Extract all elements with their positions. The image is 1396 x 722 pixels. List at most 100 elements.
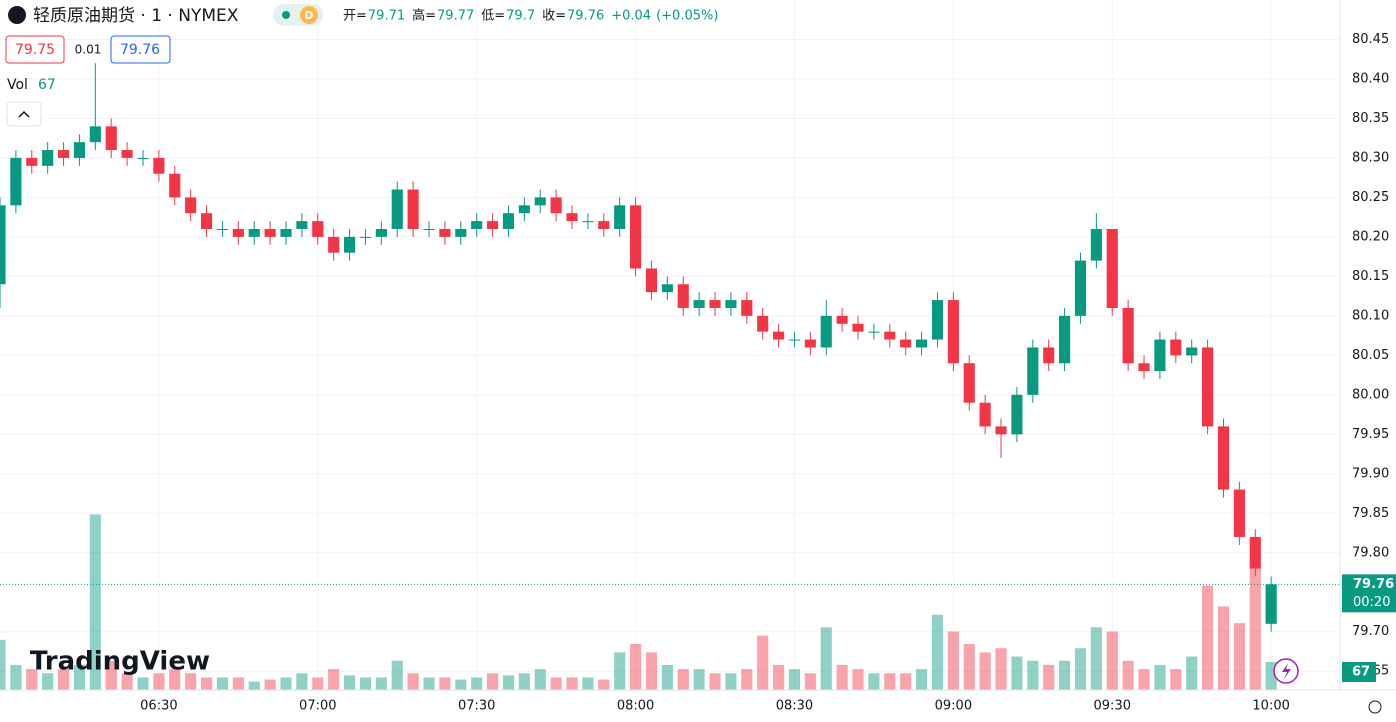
candle-body bbox=[57, 150, 70, 158]
bid-box[interactable] bbox=[5, 35, 65, 64]
candle-body bbox=[566, 213, 578, 222]
volume-bar bbox=[1011, 656, 1023, 690]
ohlc-label: 收= bbox=[542, 9, 566, 24]
volume-bar bbox=[709, 673, 721, 690]
candle-body bbox=[534, 197, 546, 206]
volume-bar bbox=[455, 679, 467, 690]
candle-body bbox=[1170, 339, 1182, 356]
volume-bar bbox=[741, 669, 753, 690]
volume-bar bbox=[820, 627, 832, 690]
volume-bar bbox=[725, 673, 737, 690]
volume-bar bbox=[979, 652, 991, 690]
volume-bar bbox=[296, 673, 308, 690]
volume-bar bbox=[614, 652, 626, 690]
candle-body bbox=[630, 205, 642, 269]
candle-body bbox=[423, 229, 435, 230]
volume-bar bbox=[73, 664, 86, 690]
candle-body bbox=[121, 150, 133, 158]
volume-bar bbox=[1027, 660, 1039, 690]
volume-bar bbox=[995, 648, 1007, 690]
market-dot bbox=[282, 11, 290, 19]
volume-bar bbox=[375, 677, 387, 690]
y-tick-label: 80.45 bbox=[1352, 32, 1389, 47]
candle-body bbox=[487, 221, 499, 229]
volume-bar bbox=[57, 669, 70, 690]
ohlc-value: 79.7 bbox=[506, 9, 535, 24]
volume-bar bbox=[931, 614, 944, 690]
candle-body bbox=[947, 300, 959, 364]
candle-body bbox=[693, 300, 705, 308]
volume-bar bbox=[1233, 623, 1245, 690]
candle-body bbox=[344, 236, 356, 253]
volume-bar bbox=[42, 673, 54, 690]
candle-body bbox=[391, 189, 403, 229]
candle-body bbox=[105, 126, 117, 151]
volume-bar bbox=[312, 677, 324, 690]
ohlc-value: 79.77 bbox=[437, 9, 474, 24]
settings-icon[interactable] bbox=[1368, 700, 1382, 714]
volume-bar bbox=[328, 669, 340, 690]
candle-body bbox=[407, 189, 419, 229]
candle-body bbox=[153, 157, 165, 174]
volume-bar bbox=[1138, 669, 1150, 690]
ask-box[interactable] bbox=[110, 35, 171, 64]
candle-body bbox=[518, 205, 530, 214]
volume-bar bbox=[1249, 564, 1261, 690]
candle-body bbox=[26, 157, 38, 166]
x-tick-label: 07:00 bbox=[299, 699, 336, 714]
volume-bar bbox=[248, 681, 260, 690]
y-tick-label: 80.00 bbox=[1352, 387, 1389, 402]
change-pct: (+0.05%) bbox=[656, 9, 718, 24]
y-tick-label: 79.90 bbox=[1352, 466, 1389, 481]
volume-bar bbox=[121, 673, 133, 690]
symbol-title[interactable]: 轻质原油期货 · 1 · NYMEX bbox=[33, 6, 239, 26]
volume-bar bbox=[137, 677, 149, 690]
candle-body bbox=[757, 315, 769, 332]
spread: 0.01 bbox=[75, 43, 102, 57]
volume-bar bbox=[1170, 669, 1182, 690]
candle-body bbox=[185, 197, 197, 214]
volume-bar bbox=[201, 677, 213, 690]
candle-body bbox=[1186, 347, 1198, 356]
volume-bar bbox=[534, 669, 546, 690]
candle-body bbox=[42, 150, 54, 166]
candle-body bbox=[868, 331, 880, 333]
volume-bar bbox=[582, 677, 594, 690]
volume-bar bbox=[788, 669, 801, 690]
y-tick-label: 80.40 bbox=[1352, 71, 1389, 86]
candle-body bbox=[10, 157, 22, 206]
change: +0.04 bbox=[611, 9, 651, 24]
ohlc-label: 低= bbox=[481, 9, 505, 24]
last-price: 79.76 bbox=[1353, 577, 1394, 592]
y-tick-label: 80.20 bbox=[1352, 229, 1389, 244]
badge-circle bbox=[300, 6, 318, 24]
y-tick-label: 80.15 bbox=[1352, 269, 1389, 284]
volume-bar bbox=[836, 664, 848, 690]
candle-body bbox=[741, 300, 753, 316]
volume-bar bbox=[1122, 660, 1134, 690]
candle-body bbox=[280, 229, 292, 237]
volume-bar bbox=[423, 677, 435, 690]
x-tick-label: 10:00 bbox=[1252, 699, 1289, 714]
candle-body bbox=[0, 205, 6, 285]
volume-bar bbox=[391, 660, 403, 690]
y-tick-label: 79.95 bbox=[1352, 427, 1389, 442]
ohlc-label: 高= bbox=[412, 8, 436, 24]
volume-bar bbox=[471, 677, 483, 690]
volume-bar bbox=[487, 673, 499, 690]
volume-bar bbox=[598, 679, 610, 690]
candle-body bbox=[502, 213, 515, 229]
volume-bar bbox=[773, 664, 785, 690]
x-tick-label: 09:30 bbox=[1094, 699, 1131, 714]
volume-bar bbox=[1090, 627, 1102, 690]
collapse-button[interactable] bbox=[6, 101, 42, 127]
volume-bar bbox=[89, 514, 101, 690]
candle-body bbox=[1217, 426, 1230, 490]
candle-body bbox=[1249, 536, 1261, 569]
volume-bar bbox=[963, 644, 975, 690]
volume-bar bbox=[1202, 585, 1214, 690]
candle-body bbox=[995, 426, 1007, 435]
volume-bar bbox=[868, 673, 880, 690]
candle-body bbox=[931, 300, 944, 340]
bid: 79.75 bbox=[15, 42, 55, 58]
